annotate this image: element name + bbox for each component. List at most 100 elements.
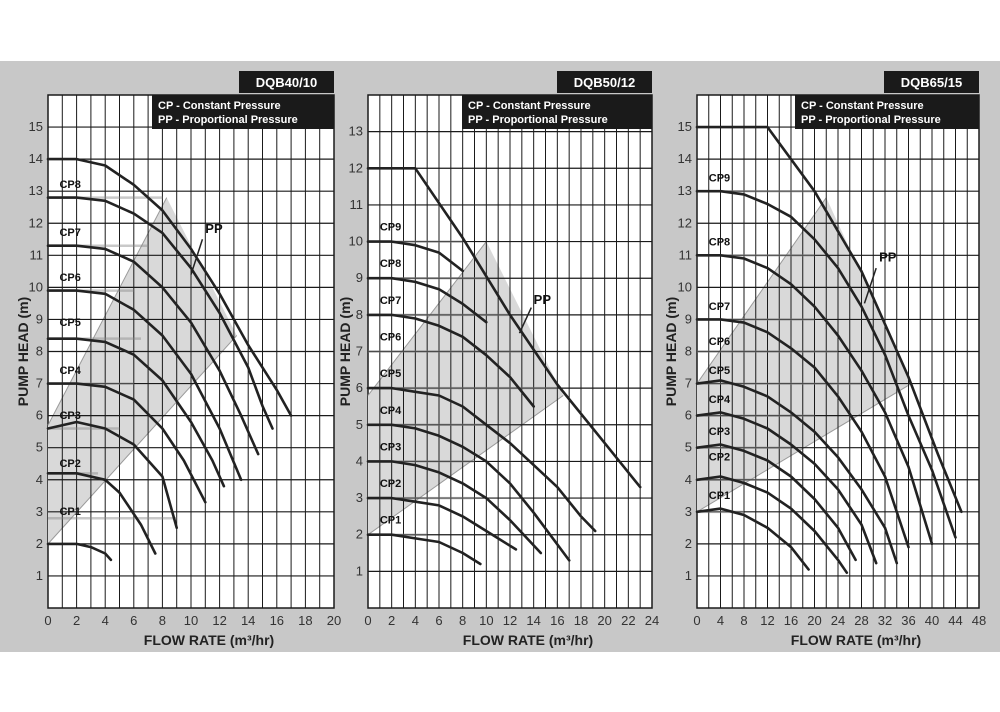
x-tick-label: 16 [270,613,284,628]
chart-title-box [557,71,652,93]
x-tick-label: 20 [597,613,611,628]
y-tick-label: 7 [685,376,692,391]
y-tick-label: 2 [685,536,692,551]
pp-region [697,197,912,512]
y-tick-label: 10 [29,279,43,294]
x-tick-label: 8 [459,613,466,628]
y-tick-label: 12 [349,160,363,175]
y-tick-label: 13 [678,183,692,198]
y-tick-label: 10 [349,234,363,249]
x-tick-label: 32 [878,613,892,628]
x-tick-label: 14 [526,613,540,628]
x-axis-title: FLOW RATE (m³/hr) [791,632,921,648]
y-tick-label: 14 [678,151,692,166]
y-tick-label: 5 [36,440,43,455]
performance-curve-1 [366,167,642,489]
chart-title: DQB50/12 [574,75,635,90]
cp-label-cp4: CP4 [380,405,402,417]
cp-label-cp6: CP6 [59,272,80,284]
y-tick-label: 9 [685,311,692,326]
x-tick-label: 4 [717,613,724,628]
cp-label-cp7: CP7 [709,301,730,313]
x-tick-label: 28 [854,613,868,628]
x-tick-label: 20 [807,613,821,628]
x-tick-label: 16 [550,613,564,628]
x-tick-label: 18 [574,613,588,628]
x-axis-title: FLOW RATE (m³/hr) [144,632,274,648]
pp-pointer-line [518,307,532,334]
cp-label-cp3: CP3 [59,410,80,422]
x-tick-label: 48 [972,613,986,628]
y-tick-label: 4 [36,472,43,487]
cp-label-cp5: CP5 [59,317,80,329]
cp-label-cp2: CP2 [380,478,401,490]
x-tick-label: 40 [925,613,939,628]
x-tick-label: 12 [760,613,774,628]
cp-label-cp2: CP2 [709,452,730,464]
cp-label-cp2: CP2 [59,458,80,470]
y-tick-label: 2 [36,536,43,551]
y-axis-title: PUMP HEAD (m) [15,297,31,406]
x-tick-label: 20 [327,613,341,628]
x-tick-label: 0 [44,613,51,628]
cp-label-cp8: CP8 [380,258,401,270]
y-tick-label: 8 [685,344,692,359]
legend-entry-2: PP - Proportional Pressure [468,114,608,126]
cp-label-cp8: CP8 [59,179,80,191]
performance-curve-4 [366,313,535,408]
x-tick-label: 6 [435,613,442,628]
y-tick-label: 7 [356,344,363,359]
performance-curve-1 [695,125,963,514]
legend-box [795,95,979,129]
legend-entry-1: CP - Constant Pressure [801,100,924,112]
cp-label-cp5: CP5 [380,368,401,380]
performance-curve-5 [695,379,899,565]
performance-curve-5 [46,337,226,488]
cp-label-cp3: CP3 [709,426,730,438]
performance-curve-2 [695,189,957,539]
performance-curve-3 [366,276,488,324]
performance-curve-8 [695,475,849,574]
x-tick-label: 14 [241,613,255,628]
x-tick-label: 12 [212,613,226,628]
y-tick-label: 6 [356,380,363,395]
performance-curve-8 [366,496,518,551]
y-tick-label: 8 [356,307,363,322]
performance-curve-5 [366,386,597,533]
y-tick-label: 12 [678,215,692,230]
y-tick-label: 12 [29,215,43,230]
y-tick-label: 5 [356,417,363,432]
x-tick-label: 8 [159,613,166,628]
y-tick-label: 3 [36,504,43,519]
x-tick-label: 4 [412,613,419,628]
performance-curve-2 [366,240,464,273]
cp-label-cp7: CP7 [59,227,80,239]
y-tick-label: 1 [685,568,692,583]
pp-boundary-line-1 [367,395,564,536]
cp-label-cp9: CP9 [709,173,730,185]
y-tick-label: 15 [29,119,43,134]
cp-label-cp7: CP7 [380,295,401,307]
x-tick-label: 0 [364,613,371,628]
cp-label-cp3: CP3 [380,441,401,453]
y-tick-label: 8 [36,344,43,359]
y-tick-label: 7 [36,376,43,391]
performance-curve-4 [695,318,910,549]
y-tick-label: 4 [685,472,692,487]
y-axis-title: PUMP HEAD (m) [337,297,353,406]
y-tick-label: 10 [678,279,692,294]
performance-curve-2 [46,196,274,430]
performance-curve-6 [46,382,207,504]
performance-curve-8 [46,472,157,555]
y-tick-label: 3 [356,490,363,505]
legend-entry-1: CP - Constant Pressure [468,100,591,112]
performance-curve-1 [46,157,293,417]
x-axis-title: FLOW RATE (m³/hr) [463,632,593,648]
performance-curve-6 [695,411,878,565]
y-tick-label: 11 [30,247,44,262]
x-tick-label: 36 [901,613,915,628]
pp-pointer-line [190,239,204,275]
